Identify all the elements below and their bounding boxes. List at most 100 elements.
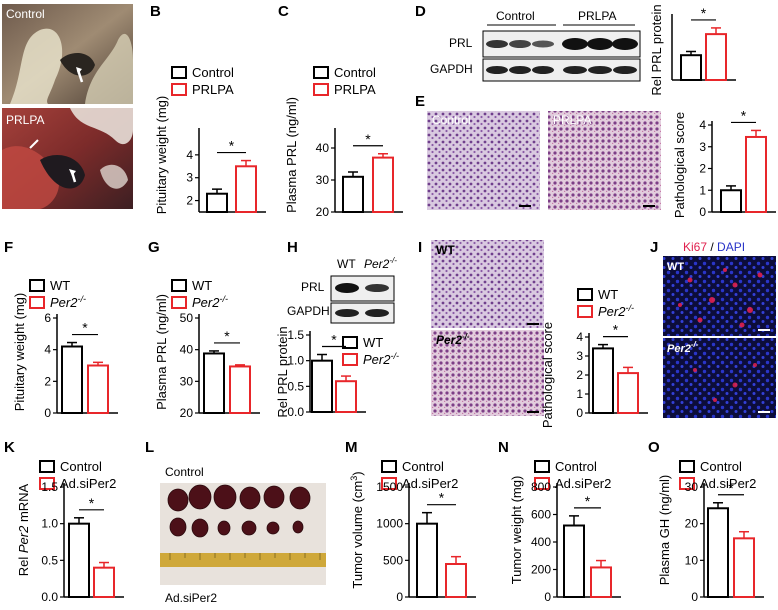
y-tick-label: 20	[685, 517, 699, 531]
bar	[707, 507, 729, 598]
y-tick-label: 1	[699, 183, 706, 197]
western-blot-prlpa	[482, 30, 641, 82]
significance-star: *	[82, 320, 88, 336]
bar	[745, 135, 767, 213]
blot-row-label: PRL	[449, 36, 473, 50]
y-tick-label: 20	[180, 406, 194, 420]
y-axis-label: Pathological score	[672, 112, 687, 218]
legend-label: Ad.siPer2	[555, 476, 611, 491]
y-tick-label: 0.0	[41, 590, 58, 604]
y-tick-label: 1500	[376, 480, 403, 494]
legend-swatch	[534, 477, 550, 490]
y-tick-label: 4	[186, 148, 193, 162]
bar	[87, 364, 109, 414]
y-tick-label: 0	[544, 590, 551, 604]
panel-letter: H	[287, 239, 298, 256]
blot-row-label: GAPDH	[430, 62, 473, 76]
svg-text:Per2-/-: Per2-/-	[436, 332, 470, 347]
significance-star: *	[741, 107, 747, 123]
legend-label: Ad.siPer2	[60, 476, 116, 491]
y-tick-label: 1.5	[287, 328, 304, 342]
panel-letter: I	[418, 239, 422, 256]
legend-label: PRLPA	[192, 82, 234, 97]
photo-control-pituitary: Control	[2, 4, 133, 104]
blot-row-label: PRL	[301, 280, 325, 294]
legend-swatch	[313, 83, 329, 96]
chart-N: N Control Ad.siPer2 0 200 400 600 800 Tumor weig…	[498, 439, 621, 604]
y-tick-label: 500	[383, 553, 403, 567]
y-tick-label: 10	[685, 553, 699, 567]
bar	[445, 563, 467, 598]
photo-prlpa-pituitary: PRLPA	[2, 108, 133, 209]
svg-text:Per2-/-: Per2-/-	[667, 340, 699, 355]
y-tick-label: 1000	[376, 517, 403, 531]
panel-letter: G	[148, 239, 160, 256]
svg-text:WT: WT	[436, 243, 455, 257]
y-tick-label: 2	[44, 374, 51, 388]
legend-swatch	[171, 279, 187, 292]
panel-letter: E	[415, 93, 425, 110]
photo-label-control: Control	[165, 465, 204, 479]
y-axis-label: Plasma GH (ng/ml)	[657, 475, 672, 586]
y-tick-label: 30	[180, 374, 194, 388]
y-axis-label: Plasma PRL (ng/ml)	[154, 294, 169, 410]
y-axis-label: Pituitary weight (mg)	[12, 293, 27, 411]
panel-letter: O	[648, 439, 660, 456]
y-tick-label: 200	[531, 563, 551, 577]
y-tick-label: 0.0	[287, 405, 304, 419]
legend-label: Control	[334, 65, 376, 80]
western-blot-per2	[330, 275, 395, 324]
legend-label: Per2-/-	[598, 303, 634, 319]
legend-label: PRLPA	[334, 82, 376, 97]
panel-letter: J	[650, 239, 658, 256]
legend-swatch	[171, 83, 187, 96]
y-tick-label: 3	[576, 349, 583, 363]
panel-letter: C	[278, 3, 289, 20]
y-tick-label: 1	[576, 387, 583, 401]
chart-M: M Control Ad.siPer2 0 500 1000 1500 Tumor volum…	[345, 439, 476, 604]
legend-swatch	[679, 460, 695, 473]
bar	[335, 380, 357, 414]
y-tick-label: 2	[186, 194, 193, 208]
chart-O: O Control Ad.siPer2 0 10 20 30 Plasma GH (ng/ml…	[648, 439, 764, 604]
panel-letter: N	[498, 439, 509, 456]
bar	[93, 566, 115, 599]
legend-swatch	[342, 353, 358, 366]
y-axis-label: Rel PRL protein	[649, 4, 664, 95]
bar	[372, 156, 394, 214]
blot-row-label: GAPDH	[287, 304, 330, 318]
significance-star: *	[365, 131, 371, 147]
bar	[720, 189, 742, 213]
legend-label: Per2-/-	[363, 351, 399, 367]
blot-group-label: Per2-/-	[364, 256, 397, 271]
y-tick-label: 30	[685, 480, 699, 494]
y-tick-label: 2	[699, 162, 706, 176]
y-axis-label: Pituitary weight (mg)	[154, 96, 169, 214]
chart-E: 0 1 2 3 4 Pathological score *	[672, 107, 776, 219]
legend-label: Per2-/-	[192, 294, 228, 310]
legend-swatch	[171, 296, 187, 309]
photo-label-control: Control	[6, 7, 45, 21]
bar	[68, 522, 90, 599]
y-tick-label: 4	[44, 343, 51, 357]
y-tick-label: 2	[576, 368, 583, 382]
panel-letter: B	[150, 3, 161, 20]
legend-label: Ad.siPer2	[700, 476, 756, 491]
y-tick-label: 40	[180, 343, 194, 357]
y-tick-label: 0.5	[287, 379, 304, 393]
legend-swatch	[381, 477, 397, 490]
blot-group-label: Control	[496, 9, 535, 23]
legend-swatch	[29, 279, 45, 292]
significance-star: *	[728, 480, 734, 496]
legend-swatch	[39, 477, 55, 490]
blot-group-label: PRLPA	[578, 9, 616, 23]
bar	[342, 175, 364, 214]
y-axis-label: Tumor weight (mg)	[509, 476, 524, 585]
he-image-control: Control	[427, 111, 540, 210]
photo-tumors	[160, 483, 326, 585]
chart-B: B Control PRLPA 2 3 4 Pituitary weight (mg) *	[150, 3, 266, 214]
bar	[235, 165, 257, 214]
